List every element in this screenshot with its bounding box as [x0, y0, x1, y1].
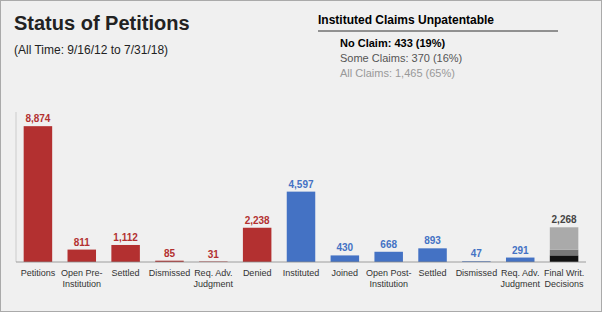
category-label-line: Final Writ.	[544, 268, 584, 278]
category-label: Settled	[419, 268, 447, 278]
data-label: 2,238	[245, 215, 270, 226]
data-label: 811	[74, 237, 91, 248]
category-label: Joined	[332, 268, 359, 278]
annotation-title: Instituted Claims Unpatentable	[318, 13, 494, 27]
category-label-line: Dismissed	[456, 268, 498, 278]
bar-segment	[550, 255, 579, 262]
annotation-line: Some Claims: 370 (16%)	[340, 52, 462, 64]
bar	[374, 252, 403, 262]
category-label-line: Instituted	[283, 268, 320, 278]
annotation-line: No Claim: 433 (19%)	[340, 37, 445, 49]
category-label: Denied	[243, 268, 272, 278]
category-label-line: Institution	[369, 279, 408, 289]
chart: Status of Petitions (All Time: 9/16/12 to…	[0, 0, 602, 312]
annotation-underline	[318, 31, 558, 32]
category-label: Final Writ.Decisions	[544, 268, 584, 289]
category-label-line: Denied	[243, 268, 272, 278]
category-label-line: Req. Adv.	[501, 268, 539, 278]
data-label: 291	[512, 245, 529, 256]
category-label-line: Institution	[63, 279, 102, 289]
data-label: 668	[380, 239, 397, 250]
data-label: 8,874	[25, 113, 50, 124]
category-label-line: Settled	[112, 268, 140, 278]
category-label: Petitions	[21, 268, 56, 278]
bar-segment	[550, 227, 579, 249]
bar	[111, 245, 140, 262]
annotation-line: All Claims: 1,465 (65%)	[340, 67, 455, 79]
y-axis-line	[16, 112, 17, 262]
category-label-line: Open Pre-	[61, 268, 103, 278]
category-label: Req. Adv.Judgment	[500, 268, 540, 289]
category-label: Open Pre-Institution	[61, 268, 103, 289]
category-label-line: Judgment	[194, 279, 234, 289]
baseline	[16, 262, 586, 263]
background	[1, 1, 602, 312]
category-label: Dismissed	[456, 268, 498, 278]
bar	[243, 228, 272, 262]
category-label-line: Dismissed	[149, 268, 191, 278]
category-label-line: Petitions	[21, 268, 56, 278]
bar-segment	[550, 250, 579, 256]
subtitle: (All Time: 9/16/12 to 7/31/18)	[14, 43, 168, 57]
category-label: Req. Adv.Judgment	[194, 268, 234, 289]
category-label-line: Settled	[419, 268, 447, 278]
bar	[68, 250, 97, 262]
data-label: 85	[164, 248, 176, 259]
data-label: 4,597	[288, 179, 313, 190]
category-label: Dismissed	[149, 268, 191, 278]
category-label: Settled	[112, 268, 140, 278]
category-label-line: Decisions	[545, 279, 585, 289]
bars	[24, 126, 579, 262]
bar	[331, 255, 360, 262]
title: Status of Petitions	[14, 12, 190, 34]
data-label: 1,112	[113, 232, 138, 243]
data-label: 2,268	[552, 214, 577, 225]
category-label: Open Post-Institution	[366, 268, 412, 289]
bar	[418, 248, 447, 262]
category-label: Instituted	[283, 268, 320, 278]
data-label: 31	[208, 249, 220, 260]
data-label: 430	[337, 242, 354, 253]
bar	[506, 258, 535, 262]
data-label: 47	[471, 248, 483, 259]
bar	[287, 192, 316, 262]
category-label-line: Open Post-	[366, 268, 412, 278]
category-label-line: Req. Adv.	[194, 268, 232, 278]
bar	[24, 126, 53, 262]
category-label-line: Joined	[332, 268, 359, 278]
data-label: 893	[424, 235, 441, 246]
category-label-line: Judgment	[500, 279, 540, 289]
